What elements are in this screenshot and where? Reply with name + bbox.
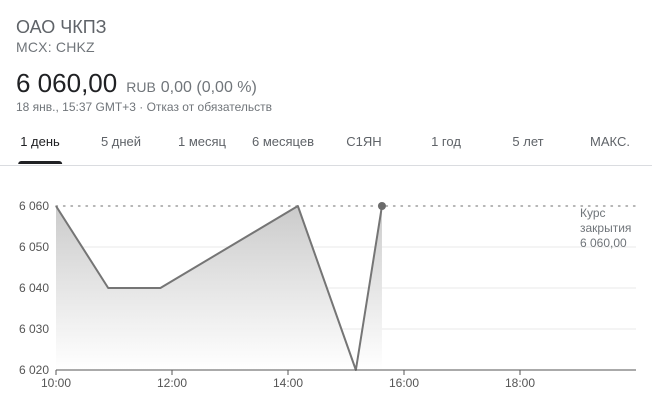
price-row: 6 060,00 RUB 0,00 (0,00 %) (16, 67, 257, 99)
x-tick-label: 18:00 (505, 376, 535, 390)
y-tick-label: 6 060 (19, 199, 49, 213)
tab-5-days[interactable]: 5 дней (100, 134, 142, 149)
current-price-dot (377, 202, 386, 210)
y-tick-label: 6 040 (19, 281, 49, 295)
tab-1-year[interactable]: 1 год (431, 134, 461, 149)
tab-1-month[interactable]: 1 месяц (178, 134, 226, 149)
price-change: 0,00 (0,00 %) (160, 79, 257, 96)
price-line (55, 205, 383, 371)
company-name: ОАО ЧКПЗ (16, 17, 107, 37)
range-tabs: 1 день 5 дней 1 месяц 6 месяцев С1ЯН 1 г… (0, 122, 652, 166)
tab-1-day[interactable]: 1 день (18, 122, 62, 164)
x-tick-label: 16:00 (389, 376, 419, 390)
close-label-value: 6 060,00 (580, 236, 627, 250)
close-label-line2: закрытия (580, 221, 632, 235)
tab-max[interactable]: МАКС. (590, 134, 630, 149)
quote-meta: 18 янв., 15:37 GMT+3 · Отказ от обязател… (16, 100, 272, 114)
y-tick-label: 6 020 (19, 363, 49, 377)
y-tick-label: 6 050 (19, 240, 49, 254)
tab-6-months[interactable]: 6 месяцев (252, 134, 314, 149)
meta-separator: · (139, 100, 144, 114)
x-tick-label: 10:00 (41, 376, 71, 390)
tab-ytd[interactable]: С1ЯН (346, 134, 382, 149)
y-tick-label: 6 030 (19, 322, 49, 336)
price-area (56, 206, 382, 370)
x-tick-label: 12:00 (157, 376, 187, 390)
current-price: 6 060,00 (16, 68, 118, 98)
quote-timestamp: 18 янв., 15:37 GMT+3 (16, 100, 136, 114)
ticker-symbol: MCX: CHKZ (16, 39, 95, 55)
disclaimer-link[interactable]: Отказ от обязательств (146, 100, 272, 114)
close-label-line1: Курс (580, 206, 606, 220)
tab-5-years[interactable]: 5 лет (512, 134, 544, 149)
previous-close-label: Курс закрытия 6 060,00 (580, 206, 650, 251)
currency-code: RUB (126, 79, 156, 95)
x-tick-label: 14:00 (273, 376, 303, 390)
